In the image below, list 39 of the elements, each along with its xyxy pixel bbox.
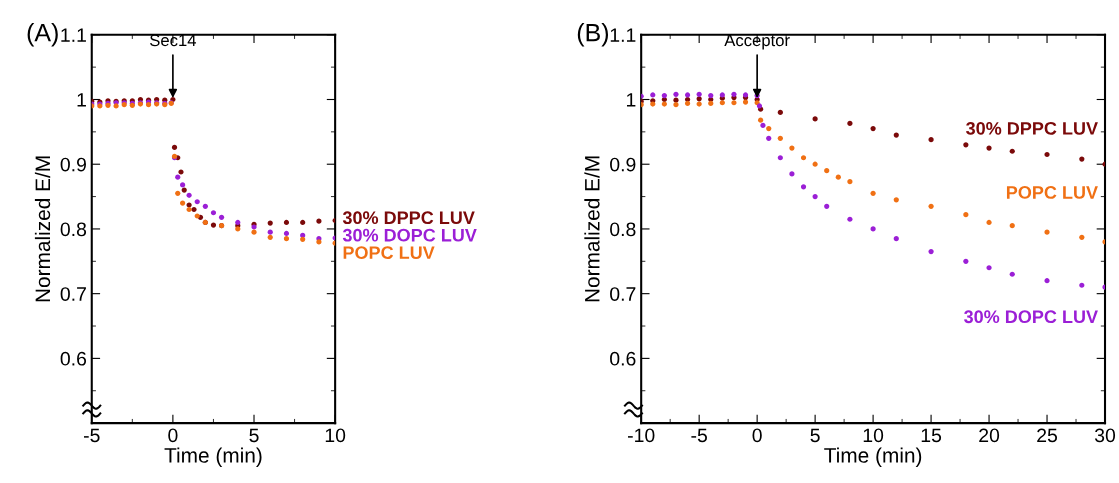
x-tick-label: -5 [691,428,707,443]
series-label: 30% DPPC LUV [342,211,475,225]
text: (A) [27,23,58,47]
x-tick-label: 5 [249,428,259,443]
y-tick-label: 0.9 [610,157,636,172]
y-tick-label: 0.7 [610,287,636,301]
x-tick-label: 10 [863,428,884,443]
y-tick-label: 0.8 [60,222,87,237]
y-tick-label: 1.1 [610,28,636,42]
x-tick-label: 0 [752,428,762,443]
x-tick-label: 5 [810,428,820,443]
x-tick-label: 10 [325,428,346,443]
y-tick-label: 0.8 [610,222,636,237]
y-tick-label: 1 [77,93,86,107]
y-tick-label: 0.9 [60,157,86,172]
x-tick-label: -10 [628,428,655,443]
y-tick-label: 1.1 [61,28,86,42]
x-tick-label: 30 [1094,428,1116,443]
x-tick-label: 20 [979,428,1000,443]
annotation: Sec14 [150,34,197,47]
y-tick-label: 0.6 [60,351,87,366]
x-tick-label: 0 [168,428,178,443]
series-label: POPC LUV [1006,186,1098,199]
y-tick-label: 1 [627,93,636,107]
y-axis-title: Normalized E/M [34,156,51,302]
x-tick-label: 25 [1037,428,1058,443]
x-tick-label: -5 [83,428,100,443]
x-axis-title: Time (min) [164,447,262,467]
y-tick-label: 0.7 [60,287,86,301]
y-tick-label: 0.6 [610,351,636,366]
series-label: 30% DPPC LUV [966,121,1098,135]
series-label: 30% DOPC LUV [342,228,477,242]
y-axis-title: Normalized E/M [584,156,600,302]
x-tick-label: 15 [921,428,942,443]
series-label: POPC LUV [343,246,435,260]
series-label: 30% DOPC LUV [964,310,1098,324]
text: (B) [577,23,609,47]
annotation: Acceptor [724,34,790,50]
x-axis-title: Time (min) [824,447,922,467]
